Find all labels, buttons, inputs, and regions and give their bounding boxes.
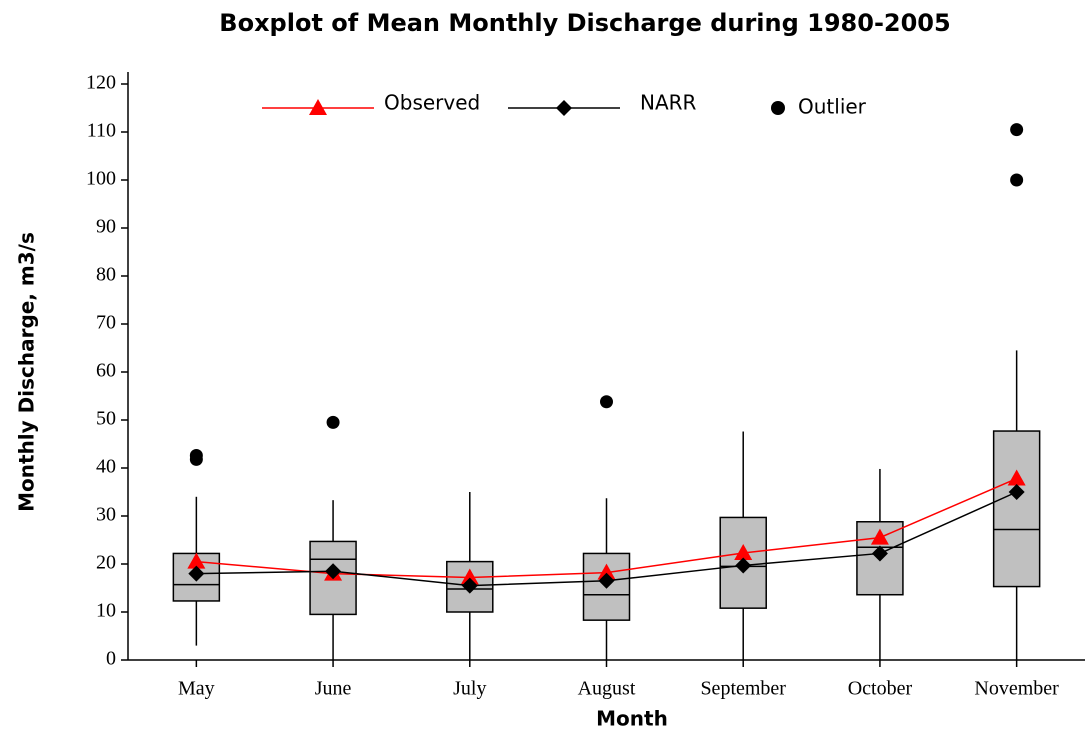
y-tick-label: 110 — [87, 120, 116, 142]
y-tick-label: 100 — [86, 168, 116, 190]
marker — [734, 543, 753, 560]
marker — [1008, 484, 1025, 500]
marker — [325, 563, 342, 580]
box — [992, 430, 1041, 588]
x-tick-label: October — [848, 678, 913, 700]
marker — [871, 545, 888, 562]
marker — [187, 552, 206, 569]
legend-label: Observed — [384, 91, 480, 115]
marker — [597, 563, 616, 580]
outlier — [600, 395, 613, 409]
x-tick-label: August — [578, 678, 636, 700]
legend-label: NARR — [640, 91, 697, 115]
marker — [461, 577, 478, 594]
chart-title: Boxplot of Mean Monthly Discharge during… — [219, 9, 950, 37]
y-tick-label: 10 — [96, 600, 116, 622]
y-axis-label: Monthly Discharge, m3/s — [15, 232, 39, 512]
y-tick-label: 50 — [96, 408, 116, 430]
outlier — [326, 415, 340, 429]
y-tick-label: 90 — [96, 216, 116, 238]
legend-label: Outlier — [798, 95, 867, 119]
x-tick-label: July — [453, 678, 486, 700]
outlier — [1010, 173, 1024, 187]
x-axis-label: Month — [596, 707, 668, 731]
y-tick-label: 120 — [86, 72, 116, 94]
marker — [188, 565, 205, 582]
marker — [870, 528, 889, 545]
outlier — [189, 449, 203, 463]
x-tick-label: May — [178, 678, 215, 700]
x-tick-label: June — [315, 678, 352, 700]
x-tick-label: September — [700, 678, 786, 700]
y-tick-label: 70 — [96, 312, 116, 334]
y-tick-label: 0 — [106, 648, 116, 670]
y-tick-label: 80 — [96, 264, 116, 286]
y-tick-label: 40 — [96, 456, 116, 478]
marker — [735, 557, 752, 574]
x-tick-label: November — [974, 678, 1059, 700]
marker — [460, 568, 479, 585]
legend-marker — [309, 99, 327, 115]
y-tick-label: 30 — [96, 504, 116, 526]
y-tick-label: 60 — [96, 360, 116, 382]
marker — [1007, 469, 1026, 486]
legend-marker — [771, 101, 785, 115]
y-tick-label: 20 — [96, 552, 116, 574]
marker — [598, 572, 615, 589]
outlier — [1010, 123, 1024, 137]
legend-marker — [556, 100, 572, 116]
